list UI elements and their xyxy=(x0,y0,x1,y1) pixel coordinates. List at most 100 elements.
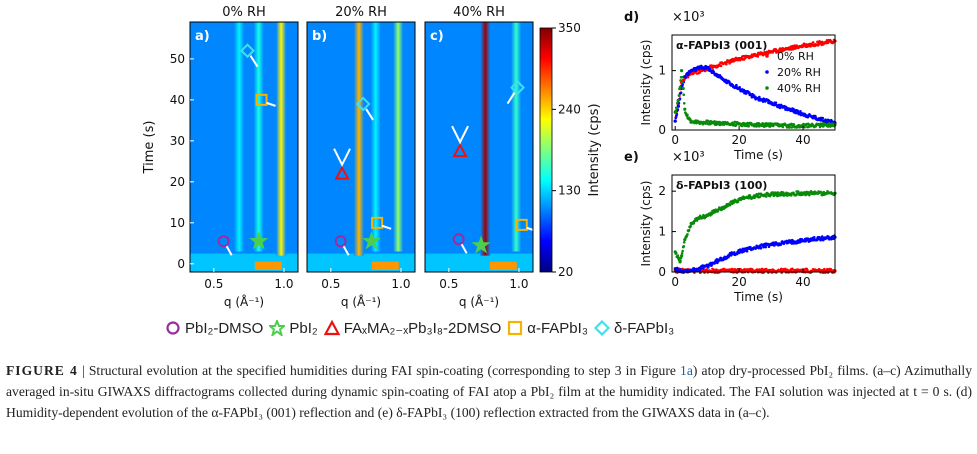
series-20-rh xyxy=(673,64,837,126)
y-tick-label: 40 xyxy=(170,93,185,107)
panel-label: d) xyxy=(624,10,639,25)
axis-multiplier: ×10³ xyxy=(672,10,705,25)
data-point xyxy=(784,267,787,271)
circle-marker xyxy=(452,233,465,246)
data-point xyxy=(736,200,740,204)
square-marker xyxy=(515,218,528,231)
data-point xyxy=(811,41,815,44)
square-marker xyxy=(255,93,268,106)
legend-label: δ-FAPbI₃ xyxy=(613,319,675,337)
x-tick-label: 20 xyxy=(731,133,746,147)
pointer-line xyxy=(381,224,392,230)
pointer-line xyxy=(365,108,374,121)
marker--fapbi3 xyxy=(506,80,525,105)
series-title: δ-FAPbI3 (100) xyxy=(676,179,767,192)
y-tick-label: 50 xyxy=(170,52,185,66)
data-point xyxy=(675,113,679,116)
triangle-marker xyxy=(452,143,468,158)
data-point xyxy=(791,47,795,51)
data-point xyxy=(781,125,785,129)
data-point xyxy=(676,99,680,102)
data-point xyxy=(698,71,701,74)
panel-label: a) xyxy=(195,29,210,44)
data-point xyxy=(768,125,772,128)
star-marker xyxy=(249,231,269,250)
data-point xyxy=(785,239,788,243)
data-point xyxy=(762,245,765,249)
marker-pbi2-dmso xyxy=(334,235,350,256)
diamond-marker xyxy=(240,43,255,59)
y-tick-label: 20 xyxy=(170,175,185,189)
colorbar-tick-label: 350 xyxy=(558,21,581,35)
scatter-panel-e: e) ×10³ δ-FAPbI3 (100) 0 20 40 0 1 2 Time (s) Inte… xyxy=(624,150,837,304)
x-tick-label: 1.0 xyxy=(509,277,528,291)
data-point xyxy=(689,224,692,228)
legend-item-alpha: α-FAPbI₃ xyxy=(507,320,588,337)
data-point xyxy=(698,268,701,272)
data-point xyxy=(759,246,763,250)
colorbar-label: Intensity (cps) xyxy=(587,103,602,196)
caption-label: FIGURE 4 xyxy=(6,363,78,378)
data-point xyxy=(796,190,800,193)
pointer-line xyxy=(526,226,537,232)
x-tick-label: 20 xyxy=(731,275,746,289)
legend-label: 0% RH xyxy=(777,50,814,63)
colorbar-tick-label: 20 xyxy=(558,265,573,279)
figure-1a-link[interactable]: 1a xyxy=(680,363,693,378)
data-point xyxy=(682,240,686,244)
data-point xyxy=(733,120,737,124)
panel-title: 40% RH xyxy=(453,5,505,20)
data-point xyxy=(687,228,691,232)
legend-label: 20% RH xyxy=(777,66,821,79)
y-tick-label: 1 xyxy=(658,225,666,239)
diffraction-streak xyxy=(511,22,522,252)
data-point xyxy=(819,191,823,194)
data-point xyxy=(675,106,679,110)
series-40-rh xyxy=(673,189,837,264)
diamond-icon xyxy=(593,320,610,336)
data-point xyxy=(747,196,751,200)
x-tick-label: 1.0 xyxy=(391,277,410,291)
data-point xyxy=(683,107,687,111)
pointer-lines xyxy=(333,148,351,167)
diffraction-streak xyxy=(480,22,491,256)
data-point xyxy=(682,93,686,97)
plot-frame xyxy=(671,174,836,273)
x-tick-label: 40 xyxy=(795,275,810,289)
data-point xyxy=(735,83,738,87)
x-tick-label: 40 xyxy=(795,133,810,147)
colorbar-tick-label: 130 xyxy=(558,184,581,198)
data-point xyxy=(682,245,686,248)
marker-pbi2 xyxy=(249,231,269,250)
pointer-lines xyxy=(451,125,469,145)
diffraction-streak xyxy=(234,22,245,252)
data-point xyxy=(788,126,792,129)
data-point xyxy=(824,118,828,122)
panel-label: c) xyxy=(430,29,444,44)
marker-pbi2-dmso xyxy=(217,235,233,256)
data-point xyxy=(738,86,741,89)
data-point xyxy=(679,91,683,94)
legend-marker xyxy=(765,86,769,90)
data-point xyxy=(776,191,780,194)
triangle-marker xyxy=(334,165,350,180)
circle-marker xyxy=(217,235,230,248)
colorbar-bar xyxy=(539,27,553,273)
triangle-icon xyxy=(323,320,340,336)
x-tick-label: 0 xyxy=(671,133,679,147)
pointer-line xyxy=(249,55,259,68)
diffraction-streak xyxy=(276,22,287,256)
star-icon xyxy=(269,320,286,336)
diffraction-streak xyxy=(353,22,364,256)
data-point xyxy=(680,252,684,255)
square-icon xyxy=(508,320,523,336)
data-point xyxy=(702,267,705,270)
square-marker xyxy=(371,216,384,229)
heatmap-panel-a: a) 0% RH 0.5 1.0 q (Å⁻¹) 0 10 20 30 40 50 Time (s) xyxy=(142,5,299,309)
data-point xyxy=(719,64,723,68)
data-point xyxy=(679,256,683,260)
data-point xyxy=(769,268,772,272)
data-point xyxy=(724,78,728,82)
legend-item-pbi2-dmso: PbI₂-DMSO xyxy=(165,320,263,337)
data-point xyxy=(764,195,768,198)
